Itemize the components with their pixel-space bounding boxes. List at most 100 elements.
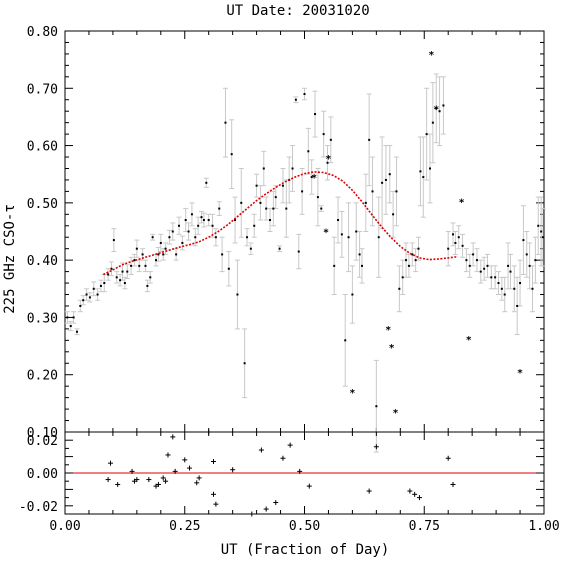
data-point bbox=[79, 304, 82, 307]
data-point bbox=[99, 284, 102, 287]
data-point bbox=[457, 236, 460, 239]
data-point bbox=[202, 219, 205, 222]
data-point bbox=[96, 293, 99, 296]
data-point bbox=[255, 184, 258, 187]
data-point bbox=[422, 176, 425, 179]
data-point bbox=[155, 259, 158, 262]
data-point bbox=[542, 236, 545, 239]
residual-y-tick-label: -0.02 bbox=[19, 500, 58, 515]
data-point bbox=[112, 239, 115, 242]
data-point bbox=[388, 173, 391, 176]
tau-panel: 0.10 0.20 0.30 0.40 0.50 0.60 0.70 0.80 * * * * * * *… bbox=[27, 25, 546, 453]
data-point bbox=[259, 201, 262, 204]
data-point bbox=[224, 121, 227, 124]
data-point bbox=[381, 181, 384, 184]
data-point bbox=[243, 362, 246, 365]
data-point bbox=[69, 325, 72, 328]
data-point bbox=[516, 304, 519, 307]
data-point bbox=[475, 259, 478, 262]
data-point bbox=[329, 138, 332, 141]
data-point bbox=[513, 287, 516, 290]
star-marker: * bbox=[433, 104, 439, 115]
data-point bbox=[294, 98, 297, 101]
data-point bbox=[214, 236, 217, 239]
data-point bbox=[88, 296, 91, 299]
data-point bbox=[375, 405, 378, 408]
data-point bbox=[435, 107, 438, 110]
data-point bbox=[509, 270, 512, 273]
data-point bbox=[115, 276, 118, 279]
y-tick-label: 0.70 bbox=[27, 82, 58, 97]
data-point bbox=[159, 241, 162, 244]
residual-panel: -0.02 0.00 0.02 0.00 0.25 0.50 0.75 1.00 bbox=[19, 429, 560, 534]
data-point bbox=[405, 259, 408, 262]
data-point bbox=[333, 264, 336, 267]
data-point bbox=[110, 267, 113, 270]
data-point bbox=[468, 264, 471, 267]
x-tick-label: 0.00 bbox=[49, 519, 80, 534]
data-point bbox=[419, 170, 422, 173]
data-point bbox=[407, 264, 410, 267]
data-point bbox=[75, 330, 78, 333]
y-tick-label: 0.20 bbox=[27, 369, 58, 384]
data-point bbox=[281, 184, 284, 187]
data-point bbox=[119, 279, 122, 282]
data-point bbox=[265, 207, 268, 210]
data-point bbox=[401, 276, 404, 279]
x-tick-label: 0.50 bbox=[289, 519, 320, 534]
data-point bbox=[211, 224, 214, 227]
data-point bbox=[184, 219, 187, 222]
y-tick-label: 0.60 bbox=[27, 140, 58, 155]
data-point bbox=[522, 239, 525, 242]
star-marker: * bbox=[311, 173, 317, 184]
data-point bbox=[537, 224, 540, 227]
star-marker: * bbox=[459, 198, 465, 209]
data-point bbox=[340, 233, 343, 236]
data-point bbox=[262, 167, 265, 170]
data-point bbox=[472, 253, 475, 256]
data-point bbox=[519, 282, 522, 285]
x-tick-label: 1.00 bbox=[528, 519, 559, 534]
star-marker: * bbox=[385, 325, 391, 336]
data-point bbox=[92, 287, 95, 290]
data-point bbox=[82, 299, 85, 302]
data-point bbox=[540, 230, 543, 233]
data-point bbox=[454, 241, 457, 244]
data-point bbox=[355, 230, 358, 233]
data-point bbox=[307, 150, 310, 153]
residual-y-tick-label: 0.00 bbox=[27, 467, 58, 482]
data-point bbox=[384, 178, 387, 181]
data-point bbox=[534, 259, 537, 262]
data-point bbox=[465, 259, 468, 262]
data-point bbox=[395, 190, 398, 193]
data-point bbox=[479, 270, 482, 273]
data-point bbox=[425, 133, 428, 136]
data-point bbox=[181, 241, 184, 244]
data-point bbox=[320, 207, 323, 210]
data-point bbox=[162, 253, 165, 256]
data-point bbox=[253, 224, 256, 227]
data-point bbox=[178, 224, 181, 227]
data-point bbox=[531, 287, 534, 290]
data-point bbox=[398, 287, 401, 290]
residual-y-tick-label: 0.02 bbox=[27, 434, 58, 449]
data-point bbox=[326, 161, 329, 164]
y-tick-label: 0.40 bbox=[27, 254, 58, 269]
star-marker: * bbox=[392, 408, 398, 419]
data-point bbox=[301, 190, 304, 193]
data-point bbox=[447, 247, 450, 250]
data-point bbox=[351, 293, 354, 296]
data-point bbox=[126, 270, 129, 273]
star-marker: * bbox=[349, 388, 355, 399]
data-point bbox=[525, 253, 528, 256]
data-point bbox=[207, 219, 210, 222]
data-point bbox=[347, 236, 350, 239]
data-point bbox=[234, 219, 237, 222]
data-point bbox=[507, 264, 510, 267]
star-marker: * bbox=[517, 368, 523, 379]
data-point bbox=[503, 293, 506, 296]
y-tick-label: 0.30 bbox=[27, 311, 58, 326]
data-point bbox=[246, 236, 249, 239]
data-point bbox=[146, 284, 149, 287]
